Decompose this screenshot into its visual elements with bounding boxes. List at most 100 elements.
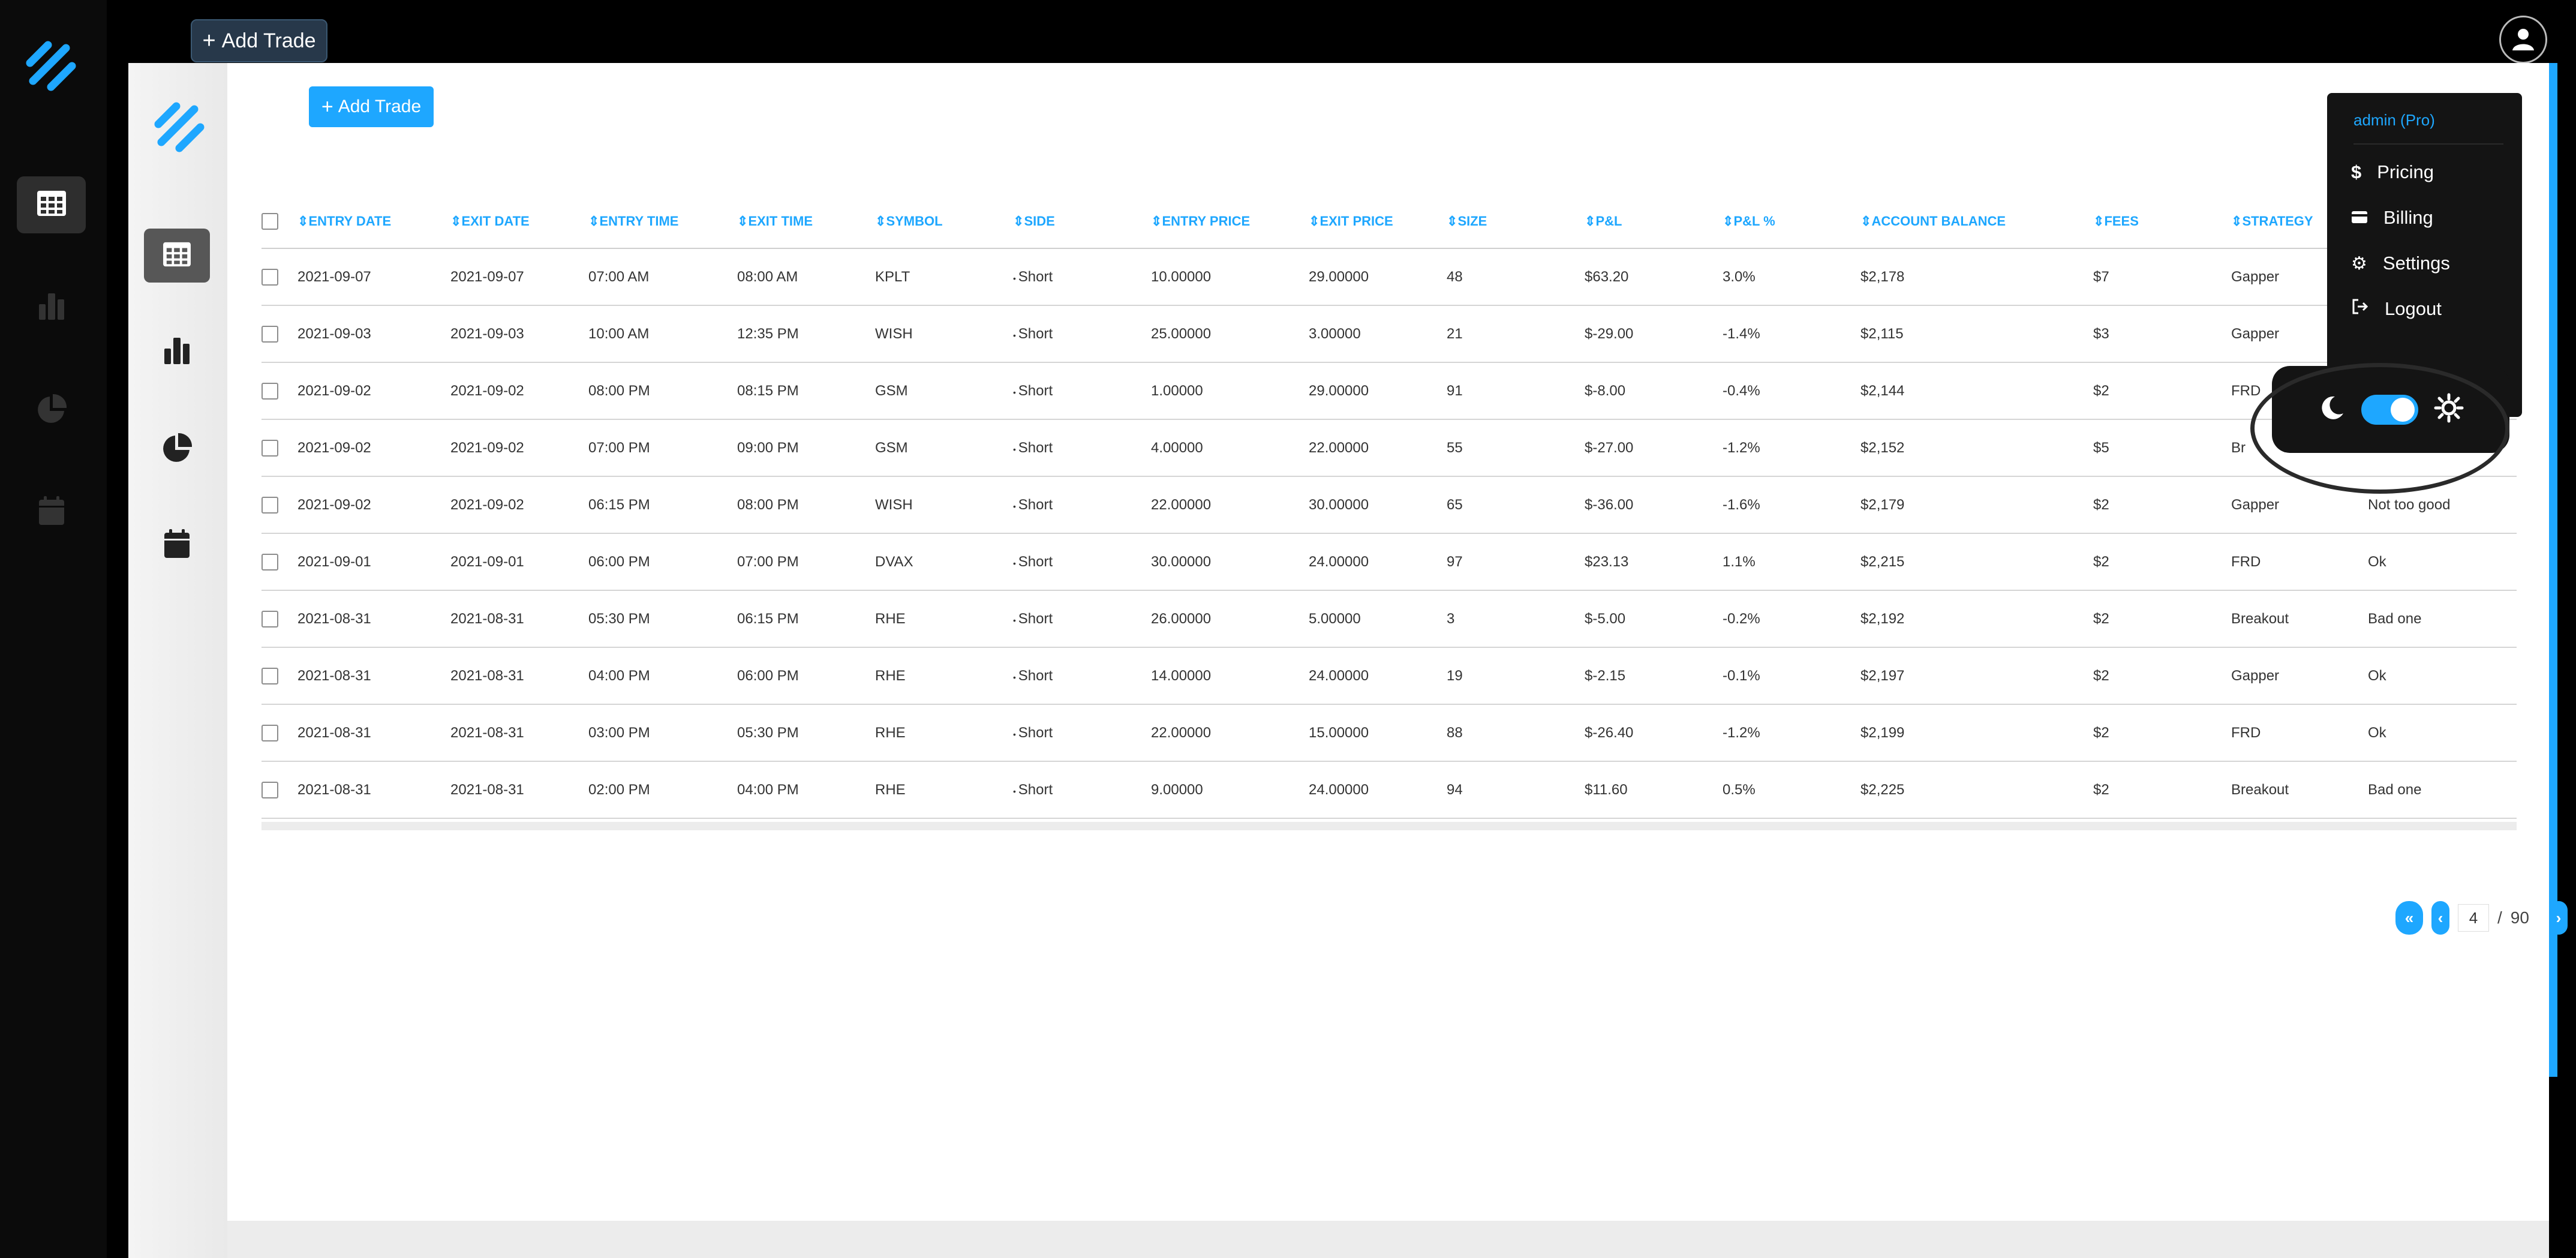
row-checkbox[interactable] xyxy=(261,325,278,343)
header-exit-date[interactable]: ⇕EXIT DATE xyxy=(450,195,588,249)
header-entry-date[interactable]: ⇕ENTRY DATE xyxy=(297,195,450,249)
header-entry-time[interactable]: ⇕ENTRY TIME xyxy=(588,195,737,249)
header-symbol[interactable]: ⇕SYMBOL xyxy=(875,195,1013,249)
inner-nav-calendar[interactable] xyxy=(144,518,210,572)
user-avatar-button[interactable] xyxy=(2499,16,2547,64)
exit-price-cell: 29.00000 xyxy=(1309,362,1447,420)
entry-time-cell: 06:15 PM xyxy=(588,476,737,534)
pnl-cell: $-29.00 xyxy=(1585,305,1723,363)
fees-cell: $2 xyxy=(2093,761,2231,819)
entry-time-cell: 04:00 PM xyxy=(588,647,737,705)
header-account-balance[interactable]: ⇕ACCOUNT BALANCE xyxy=(1860,195,2093,249)
nav-table[interactable] xyxy=(17,176,86,233)
add-trade-button[interactable]: + Add Trade xyxy=(309,86,434,127)
nav-bar-chart[interactable] xyxy=(17,279,86,336)
row-checkbox[interactable] xyxy=(261,268,278,286)
balance-cell: $2,179 xyxy=(1860,476,2093,534)
entry-price-cell: 1.00000 xyxy=(1151,362,1309,420)
exit-price-cell: 24.00000 xyxy=(1309,761,1447,819)
pnl-cell: $23.13 xyxy=(1585,533,1723,591)
side-dot-icon: • xyxy=(1013,672,1018,682)
total-pages: 90 xyxy=(2510,908,2529,927)
table-row[interactable]: 2021-09-03 2021-09-03 10:00 AM 12:35 PM WISH… xyxy=(261,305,2517,363)
row-checkbox[interactable] xyxy=(261,382,278,400)
row-checkbox[interactable] xyxy=(261,724,278,741)
exit-price-cell: 22.00000 xyxy=(1309,419,1447,477)
table-row[interactable]: 2021-08-31 2021-08-31 04:00 PM 06:00 PM RHE •… xyxy=(261,647,2517,705)
strategy-cell: FRD xyxy=(2231,533,2368,591)
entry-date-cell: 2021-08-31 xyxy=(297,761,450,819)
exit-time-cell: 08:00 PM xyxy=(737,476,875,534)
row-select-cell xyxy=(261,248,297,306)
header-entry-price[interactable]: ⇕ENTRY PRICE xyxy=(1151,195,1309,249)
table-row[interactable]: 2021-08-31 2021-08-31 03:00 PM 05:30 PM RHE •… xyxy=(261,704,2517,762)
row-checkbox[interactable] xyxy=(261,553,278,571)
table-row[interactable]: 2021-09-02 2021-09-02 06:15 PM 08:00 PM WISH… xyxy=(261,476,2517,534)
pnl-pct-cell: -1.6% xyxy=(1723,476,1860,534)
side-cell: • Short xyxy=(1013,248,1151,306)
inner-nav-table[interactable] xyxy=(144,229,210,283)
exit-price-cell: 24.00000 xyxy=(1309,647,1447,705)
plus-icon: + xyxy=(321,95,333,118)
page-number-input[interactable]: 4 xyxy=(2458,904,2489,932)
menu-item-label: Pricing xyxy=(2377,161,2434,182)
row-checkbox[interactable] xyxy=(261,667,278,684)
header-pnl[interactable]: ⇕P&L xyxy=(1585,195,1723,249)
exit-date-cell: 2021-09-02 xyxy=(450,362,588,420)
table-row[interactable]: 2021-08-31 2021-08-31 05:30 PM 06:15 PM RHE •… xyxy=(261,590,2517,648)
entry-time-cell: 03:00 PM xyxy=(588,704,737,762)
inner-nav-pie-chart[interactable] xyxy=(144,422,210,476)
select-all-checkbox[interactable] xyxy=(261,213,278,230)
header-fees[interactable]: ⇕FEES xyxy=(2093,195,2231,249)
note-cell: Ok xyxy=(2368,647,2517,705)
header-pnl-pct[interactable]: ⇕P&L % xyxy=(1723,195,1860,249)
menu-item-billing[interactable]: Billing xyxy=(2351,203,2433,233)
topbar-add-trade-button[interactable]: + Add Trade xyxy=(191,19,327,62)
entry-time-cell: 02:00 PM xyxy=(588,761,737,819)
balance-cell: $2,215 xyxy=(1860,533,2093,591)
fees-cell: $2 xyxy=(2093,533,2231,591)
menu-item-pricing[interactable]: $ Pricing xyxy=(2351,157,2434,187)
plus-icon: + xyxy=(202,28,216,53)
bar-chart-icon xyxy=(163,335,191,368)
row-checkbox[interactable] xyxy=(261,610,278,628)
entry-price-cell: 9.00000 xyxy=(1151,761,1309,819)
table-row[interactable]: 2021-09-02 2021-09-02 07:00 PM 09:00 PM GSM •… xyxy=(261,419,2517,477)
row-checkbox[interactable] xyxy=(261,781,278,798)
side-dot-icon: • xyxy=(1013,501,1018,511)
side-cell: • Short xyxy=(1013,704,1151,762)
row-checkbox[interactable] xyxy=(261,439,278,457)
nav-pie-chart[interactable] xyxy=(17,382,86,439)
dollar-icon: $ xyxy=(2351,161,2362,182)
menu-item-logout[interactable]: Logout xyxy=(2351,294,2442,324)
exit-price-cell: 24.00000 xyxy=(1309,533,1447,591)
table-row[interactable]: 2021-09-02 2021-09-02 08:00 PM 08:15 PM GSM •… xyxy=(261,362,2517,420)
header-side[interactable]: ⇕SIDE xyxy=(1013,195,1151,249)
header-size[interactable]: ⇕SIZE xyxy=(1447,195,1585,249)
inner-sidebar xyxy=(128,63,227,1258)
side-cell: • Short xyxy=(1013,362,1151,420)
header-exit-time[interactable]: ⇕EXIT TIME xyxy=(737,195,875,249)
inner-nav-bar-chart[interactable] xyxy=(144,325,210,379)
first-page-button[interactable]: « xyxy=(2395,901,2423,935)
pagination: « ‹ 4 / 90 › » xyxy=(2395,900,2576,936)
prev-page-button[interactable]: ‹ xyxy=(2431,901,2449,935)
horizontal-scrollbar[interactable] xyxy=(227,1221,2549,1258)
row-checkbox[interactable] xyxy=(261,496,278,514)
exit-time-cell: 06:00 PM xyxy=(737,647,875,705)
table-row[interactable]: 2021-09-01 2021-09-01 06:00 PM 07:00 PM DVAX… xyxy=(261,533,2517,591)
table-row[interactable]: 2021-08-31 2021-08-31 02:00 PM 04:00 PM RHE •… xyxy=(261,761,2517,819)
inner-app-logo[interactable] xyxy=(152,100,206,154)
app-logo[interactable] xyxy=(24,39,78,93)
next-page-button[interactable]: › xyxy=(2549,901,2568,935)
nav-calendar[interactable] xyxy=(17,484,86,541)
table-row[interactable]: 2021-09-07 2021-09-07 07:00 AM 08:00 AM KPLT… xyxy=(261,248,2517,306)
side-dot-icon: • xyxy=(1013,444,1018,454)
vertical-scrollbar[interactable] xyxy=(2549,63,2557,1077)
size-cell: 65 xyxy=(1447,476,1585,534)
exit-price-cell: 5.00000 xyxy=(1309,590,1447,648)
table-icon xyxy=(36,190,67,220)
header-exit-price[interactable]: ⇕EXIT PRICE xyxy=(1309,195,1447,249)
side-cell: • Short xyxy=(1013,761,1151,819)
menu-item-settings[interactable]: ⚙ Settings xyxy=(2351,248,2450,278)
